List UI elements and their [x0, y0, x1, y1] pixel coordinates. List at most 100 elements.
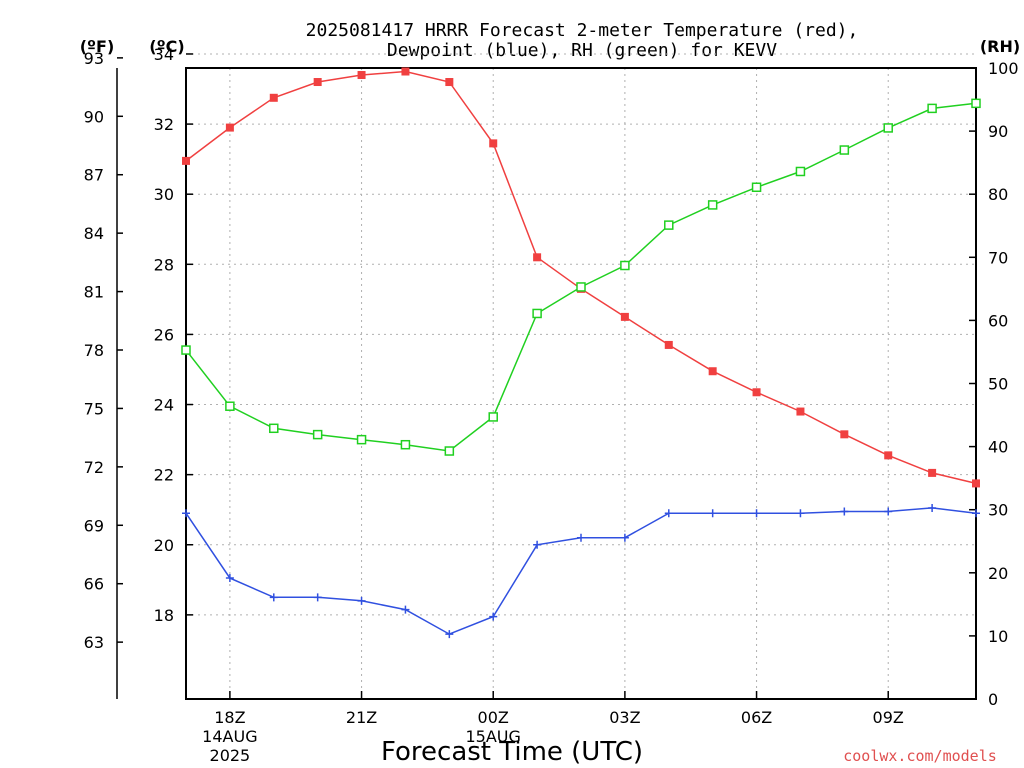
- dewpoint-point: [577, 533, 585, 542]
- rh-point: [971, 98, 981, 109]
- temperature-point: [972, 479, 980, 488]
- celsius-tick-label: 18: [154, 606, 174, 625]
- dewpoint-point: [313, 593, 322, 602]
- dewpoint-point: [182, 509, 190, 518]
- rh-tick-label: 70: [988, 248, 1008, 267]
- fahrenheit-unit-label: (ºF): [80, 37, 115, 56]
- dewpoint-point: [489, 612, 498, 621]
- rh-point: [181, 345, 191, 355]
- celsius-tick-label: 24: [154, 396, 174, 415]
- rh-point: [444, 446, 455, 456]
- dewpoint-point: [884, 507, 893, 516]
- temperature-point: [269, 93, 278, 102]
- dewpoint-point: [445, 630, 454, 639]
- chart-title-line-1: 2025081417 HRRR Forecast 2-meter Tempera…: [306, 20, 859, 41]
- date-label: 2025: [210, 746, 251, 765]
- temperature-point: [928, 468, 937, 477]
- time-tick-label: 00Z: [478, 708, 509, 727]
- rh-tick-label: 30: [988, 501, 1008, 520]
- rh-point: [312, 429, 323, 440]
- rh-tick-label: 0: [988, 690, 998, 709]
- fahrenheit-tick-label: 93: [84, 49, 104, 68]
- date-label: 15AUG: [466, 727, 521, 746]
- x-axis-label: Forecast Time (UTC): [381, 737, 643, 767]
- dewpoint-point: [796, 509, 805, 518]
- dewpoint-point: [840, 507, 849, 516]
- fahrenheit-tick-label: 84: [84, 224, 104, 243]
- fahrenheit-tick-label: 87: [84, 166, 104, 185]
- celsius-tick-label: 20: [154, 536, 174, 555]
- rh-point: [883, 123, 893, 133]
- dewpoint-point: [620, 533, 629, 542]
- temperature-point: [752, 388, 761, 397]
- chart-title-line-2: Dewpoint (blue), RH (green) for KEVV: [387, 40, 777, 61]
- time-tick-label: 03Z: [609, 708, 640, 727]
- rh-point: [532, 308, 542, 319]
- celsius-tick-label: 34: [154, 45, 174, 64]
- rh-point: [576, 282, 586, 292]
- time-tick-label: 18Z: [214, 708, 245, 727]
- rh-point: [620, 260, 630, 271]
- credit-text: coolwx.com/models: [843, 747, 997, 765]
- rh-tick-label: 100: [988, 59, 1019, 78]
- rh-point: [269, 423, 279, 434]
- rh-point: [707, 200, 718, 210]
- rh-tick-label: 60: [988, 311, 1008, 330]
- dewpoint-point: [928, 503, 937, 512]
- fahrenheit-tick-label: 81: [84, 283, 104, 302]
- temperature-point: [489, 139, 498, 148]
- temperature-point: [225, 123, 234, 132]
- date-label: 14AUG: [202, 727, 257, 746]
- rh-point: [356, 434, 367, 445]
- temperature-point: [445, 78, 454, 87]
- rh-unit-label: (RH): [980, 37, 1020, 56]
- rh-point: [225, 401, 235, 411]
- rh-point: [927, 103, 937, 114]
- fahrenheit-tick-label: 72: [84, 458, 104, 477]
- fahrenheit-tick-label: 63: [84, 633, 104, 652]
- celsius-tick-label: 26: [154, 325, 174, 344]
- fahrenheit-tick-label: 90: [84, 107, 104, 126]
- rh-point: [664, 220, 674, 230]
- rh-tick-label: 90: [988, 122, 1008, 141]
- fahrenheit-tick-label: 66: [84, 575, 104, 594]
- dewpoint-point: [972, 509, 980, 518]
- fahrenheit-axis: 63 66 69 72 75 78 81 84 87 90 93: [84, 49, 123, 699]
- celsius-axis: 18 20 22 24 26 28 30 32 34: [154, 45, 193, 625]
- fahrenheit-tick-label: 69: [84, 516, 104, 535]
- dewpoint-point: [664, 509, 673, 518]
- fahrenheit-tick-label: 75: [84, 399, 104, 418]
- temperature-point: [533, 253, 542, 262]
- temperature-point: [664, 340, 673, 349]
- series-dewpoint: [182, 503, 980, 639]
- dewpoint-point: [708, 509, 717, 518]
- temperature-point: [620, 312, 629, 321]
- temperature-point: [840, 430, 849, 439]
- rh-point: [795, 166, 806, 177]
- series-rh: [181, 98, 981, 456]
- dewpoint-point: [533, 540, 542, 549]
- celsius-tick-label: 32: [154, 115, 174, 134]
- rh-point: [400, 439, 411, 450]
- fahrenheit-tick-label: 78: [84, 341, 104, 360]
- time-tick-label: 21Z: [346, 708, 377, 727]
- temperature-point: [796, 407, 805, 416]
- dewpoint-point: [752, 509, 761, 518]
- dewpoint-point: [269, 593, 278, 602]
- temperature-point: [357, 71, 366, 80]
- time-tick-label: 09Z: [873, 708, 904, 727]
- temperature-point: [401, 67, 410, 76]
- rh-axis: 0 10 20 30 40 50 60 70 80 90 100: [969, 59, 1019, 709]
- temperature-point: [182, 156, 190, 165]
- dewpoint-point: [225, 574, 234, 583]
- rh-tick-label: 10: [988, 627, 1008, 646]
- temperature-point: [313, 78, 322, 87]
- rh-point: [488, 412, 498, 422]
- celsius-tick-label: 30: [154, 185, 174, 204]
- rh-point: [839, 145, 850, 155]
- data-series: [181, 67, 981, 639]
- rh-tick-label: 20: [988, 564, 1008, 583]
